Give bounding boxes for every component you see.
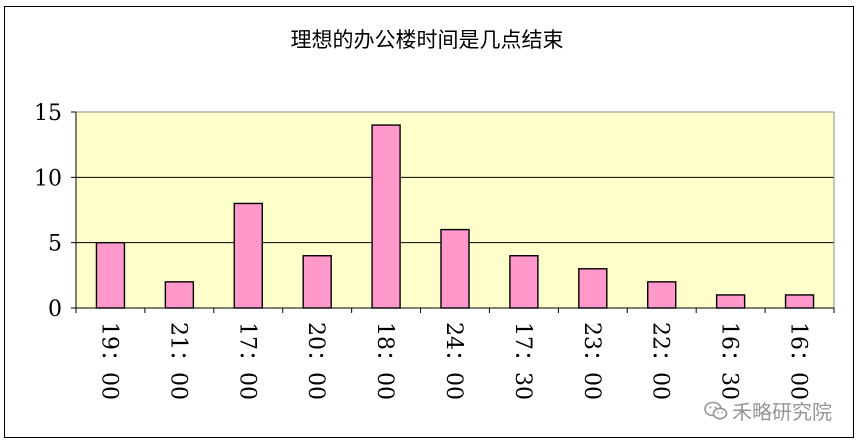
x-tick-label: 16：30 [717,322,742,400]
bar [784,294,815,309]
bar [302,255,332,309]
bar [233,202,263,309]
x-tick-label: 19：00 [96,322,121,400]
y-tick-label: 10 [34,166,62,191]
bar [371,124,401,309]
x-tick-label: 18：00 [372,322,397,400]
watermark-text: 禾略研究院 [732,400,832,424]
bar [164,281,195,309]
x-tick-label: 16：00 [786,322,811,400]
bar [440,228,470,309]
wechat-icon [704,401,728,419]
bar [578,268,608,309]
y-tick-label: 15 [34,101,62,126]
bar [95,241,126,309]
chart-title: 理想的办公楼时间是几点结束 [291,28,564,52]
y-tick-label: 0 [48,297,62,322]
x-tick-label: 17：00 [234,322,259,400]
x-tick-label: 20：00 [303,322,328,400]
x-tick-label: 23：00 [579,322,604,400]
y-tick-label: 5 [48,232,62,257]
x-tick-label: 21：00 [165,322,190,400]
x-tick-label: 22：00 [648,322,673,400]
plot-area: 0 5 10 15 19：00 21：00 17：00 20：00 18：00 24：00 17：3… [34,101,835,400]
watermark: 禾略研究院 [704,396,832,425]
bar [509,255,539,309]
bar [647,281,677,309]
x-tick-label: 24：00 [441,322,466,400]
x-tick-label: 17：30 [510,322,535,400]
bar [715,294,746,309]
